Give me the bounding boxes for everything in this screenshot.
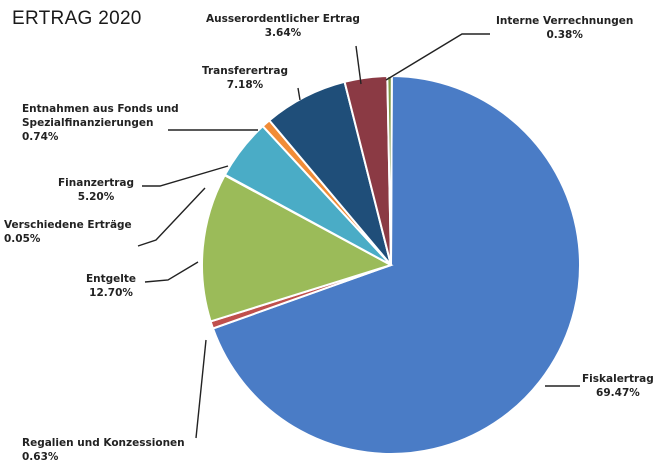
- leader-line-verschiedene: [137, 187, 206, 247]
- label-verschiedene-value: 0.05%: [4, 233, 41, 245]
- leader-line-ausserordentlich: [355, 45, 362, 85]
- pie-slice-fiskalertrag: [211, 74, 581, 455]
- leader-line-entgelte: [144, 261, 199, 283]
- label-transferertrag-value: 7.18%: [226, 79, 264, 91]
- label-ausserordentlich-name: Ausserordentlicher Ertrag: [206, 13, 360, 25]
- label-fiskalertrag-value: 69.47%: [596, 387, 640, 399]
- label-intern-name: Interne Verrechnungen: [496, 15, 634, 27]
- label-transferertrag-name: Transferertrag: [202, 65, 288, 77]
- pie-slices: [201, 74, 581, 455]
- label-regalien: Regalien und Konzessionen 0.63%: [22, 436, 185, 464]
- label-regalien-name: Regalien und Konzessionen: [22, 437, 185, 449]
- label-entgelte-name: Entgelte: [86, 273, 137, 285]
- label-intern: Interne Verrechnungen 0.38%: [496, 14, 633, 42]
- label-verschiedene: Verschiedene Erträge 0.05%: [4, 218, 132, 246]
- leader-line-transferertrag: [297, 87, 301, 101]
- leader-line-intern: [385, 33, 490, 81]
- label-ausserordentlich-value: 3.64%: [264, 27, 302, 39]
- label-ausserordentlich: Ausserordentlicher Ertrag 3.64%: [206, 12, 360, 40]
- label-entnahmen-value: 0.74%: [22, 131, 59, 143]
- label-intern-value: 0.38%: [546, 29, 583, 41]
- label-transferertrag: Transferertrag 7.18%: [202, 64, 288, 92]
- chart-title: ERTRAG 2020: [12, 8, 142, 29]
- pie-slice-entgelte: [201, 173, 394, 323]
- label-verschiedene-name: Verschiedene Erträge: [4, 219, 132, 231]
- label-entgelte: Entgelte 12.70%: [86, 272, 136, 300]
- leader-line-finanzertrag: [142, 165, 229, 187]
- label-fiskalertrag-name: Fiskalertrag: [582, 373, 654, 385]
- label-entgelte-value: 12.70%: [89, 287, 133, 299]
- label-entnahmen: Entnahmen aus Fonds und Spezialfinanzier…: [22, 102, 179, 144]
- label-regalien-value: 0.63%: [22, 451, 59, 463]
- label-entnahmen-name-2: Spezialfinanzierungen: [22, 117, 154, 129]
- label-finanzertrag-value: 5.20%: [77, 191, 115, 203]
- label-entnahmen-name-1: Entnahmen aus Fonds und: [22, 103, 179, 115]
- leader-line-regalien: [195, 339, 207, 439]
- label-fiskalertrag: Fiskalertrag 69.47%: [582, 372, 654, 400]
- label-finanzertrag: Finanzertrag 5.20%: [58, 176, 134, 204]
- label-finanzertrag-name: Finanzertrag: [58, 177, 135, 189]
- leader-lines: [137, 33, 580, 439]
